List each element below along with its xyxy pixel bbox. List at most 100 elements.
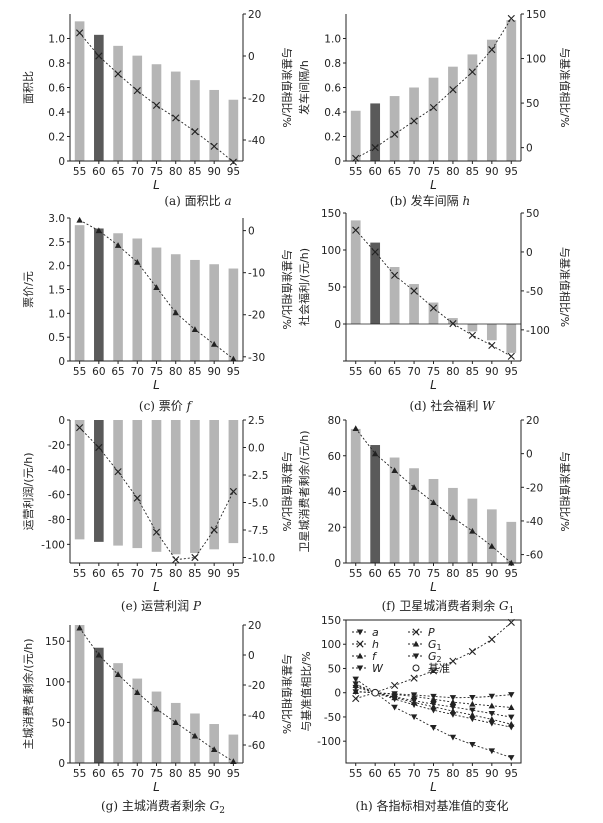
change-point-90-stroke (210, 142, 218, 150)
y2-tick-label: 0 (248, 650, 255, 662)
change-point-90 (488, 46, 496, 54)
bar-60 (94, 647, 104, 763)
x-tick-label: 95 (227, 768, 240, 780)
legend-marker-基准 (412, 664, 420, 672)
x-tick-label: 60 (92, 768, 105, 780)
point-G2-65 (391, 696, 398, 703)
y2-tick-label: 2.5 (248, 415, 265, 427)
point-G2-85 (469, 716, 476, 723)
x-tick-label: 95 (505, 166, 518, 178)
y2-tick-label: 50 (526, 98, 539, 110)
y2-tick-label: -40 (526, 516, 543, 528)
bar-60 (94, 34, 104, 162)
change-point-75-stroke (152, 101, 161, 109)
chart-f: 0 20 40 60 80 -60 -40 -20 0 20 55 60 65 70 75 80 85 90 95 L… (297, 415, 571, 616)
change-point-90 (210, 746, 218, 753)
bar-80 (170, 71, 181, 161)
y-axis-label: 面积比 (22, 71, 35, 104)
change-point-55 (76, 29, 84, 37)
x-tick-label: 90 (207, 166, 220, 178)
x-tick-label: 70 (407, 166, 420, 178)
bar-65 (389, 96, 400, 161)
x-tick-label: 85 (188, 366, 201, 378)
change-point-85 (468, 331, 476, 339)
change-point-95 (229, 487, 237, 496)
bar-60 (370, 445, 381, 563)
x-tick-label: 75 (150, 366, 163, 378)
change-point-85 (469, 527, 476, 534)
x-tick-label: 85 (188, 768, 201, 780)
change-point-75 (430, 499, 437, 505)
y-tick-label: 150 (321, 208, 341, 220)
point-P-80-stroke (449, 657, 457, 665)
series-f (352, 688, 515, 711)
change-point-90-stroke (488, 46, 496, 54)
bar-55 (74, 21, 85, 161)
x-tick-label: 55 (349, 568, 362, 580)
change-line (79, 32, 234, 163)
x-tick-label: 55 (73, 366, 86, 378)
x-tick-label: 90 (485, 166, 498, 178)
x-tick-label: 90 (207, 366, 220, 378)
change-point-60-stroke (95, 52, 103, 60)
point-P-95-stroke (507, 618, 515, 627)
y-tick-label: 150 (45, 636, 65, 648)
y-tick-label: 1.5 (48, 285, 65, 297)
x-tick-label: 65 (111, 568, 124, 580)
bar-90 (209, 724, 219, 763)
panel-caption: (b) 发车间隔 h (390, 193, 470, 208)
panel-caption: (h) 各指标相对基准值的变化 (356, 798, 509, 813)
legend-marker-P-stroke (412, 628, 420, 636)
x-tick-label: 95 (227, 166, 240, 178)
y-tick-label: 2.0 (48, 261, 65, 273)
legend-label-f: f (372, 650, 378, 663)
x-tick-label: 80 (446, 166, 459, 178)
change-point-65 (391, 130, 399, 138)
legend-label-基准: 基准 (428, 662, 450, 675)
bar-90 (209, 264, 219, 361)
series-line-a (355, 686, 512, 718)
bar-95 (228, 734, 239, 763)
y-tick-label: 0.6 (48, 83, 65, 95)
point-h-85 (469, 694, 476, 701)
change-point-80 (449, 320, 457, 328)
change-point-65-stroke (391, 271, 399, 279)
bar-80 (448, 487, 458, 563)
change-point-65 (391, 271, 399, 279)
x-tick-label: 85 (466, 768, 479, 780)
y2-tick-label: -40 (248, 710, 265, 722)
bar-80 (170, 702, 181, 763)
change-point-65 (114, 671, 122, 678)
y2-tick-label: 0 (526, 449, 533, 461)
bar-55 (74, 625, 85, 763)
bar-70 (132, 238, 143, 361)
change-point-75 (153, 284, 160, 290)
y2-tick-label: 100 (526, 54, 546, 66)
legend-marker-a (356, 629, 364, 636)
change-point-75 (152, 101, 161, 109)
x-tick-label: 60 (92, 366, 105, 378)
change-point-55-stroke (76, 29, 84, 37)
legend-marker-W (356, 665, 364, 672)
x-tick-label: 85 (466, 568, 479, 580)
y2-tick-label: -20 (526, 482, 543, 494)
bar-75 (428, 478, 439, 563)
y-tick-label: 40 (328, 487, 341, 499)
y2-tick-label: -5.0 (248, 498, 269, 510)
change-point-70-stroke (410, 117, 418, 125)
y-tick-label: 0.5 (48, 332, 65, 344)
x-axis-label: L (430, 378, 437, 392)
x-tick-label: 80 (446, 366, 459, 378)
change-line (355, 428, 512, 564)
change-point-80-stroke (449, 320, 457, 328)
point-f-85 (469, 700, 476, 707)
point-G2-75 (430, 707, 437, 714)
change-point-65 (391, 467, 398, 474)
point-P-70 (410, 674, 418, 682)
x-tick-label: 80 (169, 166, 182, 178)
bar-95 (228, 99, 239, 161)
y2-tick-label: 0 (248, 226, 255, 238)
x-tick-label: 80 (446, 568, 459, 580)
y-tick-label: 100 (321, 639, 341, 651)
